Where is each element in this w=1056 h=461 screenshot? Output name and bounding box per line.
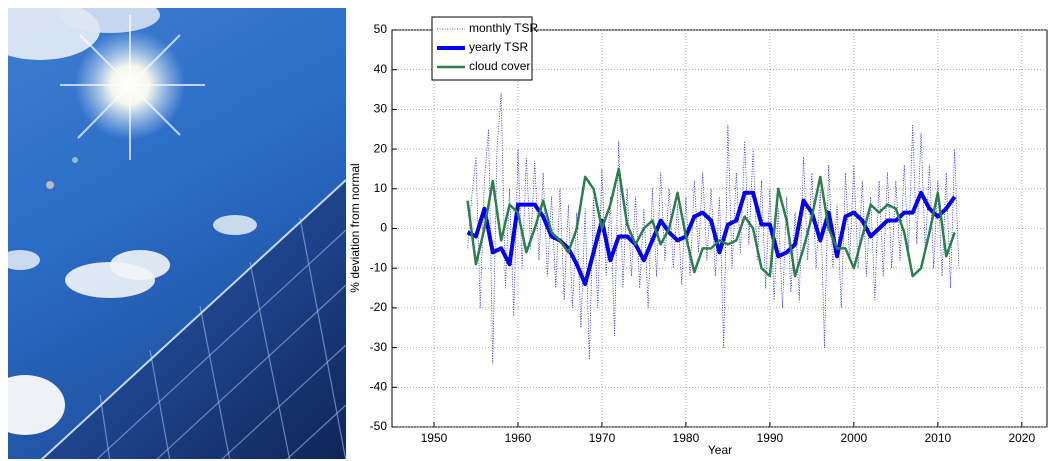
y-tick-label: -10 (370, 260, 388, 274)
legend-label: monthly TSR (469, 21, 538, 35)
y-axis-label: % deviation from normal (348, 163, 362, 292)
x-tick-label: 1950 (421, 431, 448, 445)
y-tick-label: -30 (370, 340, 388, 354)
x-axis-label: Year (708, 443, 732, 457)
legend-label: cloud cover (469, 59, 530, 73)
y-tick-label: -50 (370, 419, 388, 433)
y-tick-label: 50 (374, 22, 388, 36)
y-tick-label: 20 (374, 141, 388, 155)
photo (0, 0, 346, 461)
y-tick-label: 10 (374, 181, 388, 195)
x-tick-label: 1960 (505, 431, 532, 445)
x-tick-label: 1970 (589, 431, 616, 445)
x-tick-label: 1990 (757, 431, 784, 445)
screen: Year % deviation from normal -50 -40 -30 -2… (0, 0, 1056, 461)
y-tick-label: -40 (370, 379, 388, 393)
y-tick-label: 40 (374, 62, 388, 76)
y-tick-label: 0 (380, 221, 387, 235)
y-tick-label: 30 (374, 102, 388, 116)
x-tick-label: 2020 (1008, 431, 1035, 445)
legend-label: yearly TSR (469, 40, 528, 54)
chart: Year % deviation from normal -50 -40 -30 -2… (348, 17, 1047, 457)
x-tick-label: 1980 (673, 431, 700, 445)
x-tick-label: 2000 (841, 431, 868, 445)
y-tick-label: -20 (370, 300, 388, 314)
x-tick-label: 2010 (924, 431, 951, 445)
page: {"chart_data": {"type": "line", "x_label… (0, 0, 1056, 461)
